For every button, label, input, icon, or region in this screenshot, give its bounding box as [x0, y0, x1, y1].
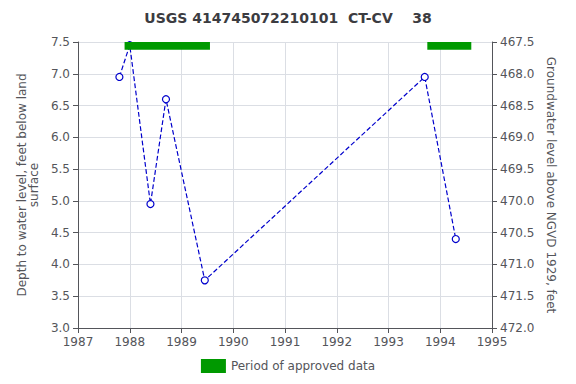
svg-text:469.0: 469.0 [500, 130, 534, 144]
svg-text:468.0: 468.0 [500, 67, 534, 81]
svg-text:1988: 1988 [114, 335, 145, 349]
svg-text:1994: 1994 [425, 335, 456, 349]
svg-text:6.0: 6.0 [51, 130, 70, 144]
svg-text:1990: 1990 [218, 335, 249, 349]
svg-text:6.5: 6.5 [51, 99, 70, 113]
svg-text:469.5: 469.5 [500, 162, 534, 176]
svg-text:3.0: 3.0 [51, 321, 70, 335]
svg-text:5.0: 5.0 [51, 194, 70, 208]
svg-text:USGS 414745072210101 CT-CV: USGS 414745072210101 CT-CV 38 [144, 10, 431, 26]
svg-text:1993: 1993 [373, 335, 404, 349]
svg-text:Depth to water level, feet bel: Depth to water level, feet below land [15, 73, 29, 297]
svg-text:470.0: 470.0 [500, 194, 534, 208]
svg-text:Period of approved data: Period of approved data [231, 359, 375, 373]
svg-text:470.5: 470.5 [500, 226, 534, 240]
svg-text:471.5: 471.5 [500, 289, 534, 303]
svg-text:1992: 1992 [321, 335, 352, 349]
svg-text:7.0: 7.0 [51, 67, 70, 81]
svg-text:3.5: 3.5 [51, 289, 70, 303]
svg-text:1987: 1987 [63, 335, 94, 349]
svg-text:471.0: 471.0 [500, 257, 534, 271]
svg-text:1991: 1991 [270, 335, 301, 349]
svg-text:Groundwater level above NGVD 1: Groundwater level above NGVD 1929, feet [544, 57, 558, 314]
svg-text:7.5: 7.5 [51, 35, 70, 49]
svg-text:4.5: 4.5 [51, 226, 70, 240]
svg-text:surface: surface [27, 163, 41, 207]
svg-text:4.0: 4.0 [51, 257, 70, 271]
svg-text:468.5: 468.5 [500, 99, 534, 113]
svg-text:467.5: 467.5 [500, 35, 534, 49]
svg-text:1989: 1989 [166, 335, 197, 349]
svg-text:1995: 1995 [477, 335, 508, 349]
svg-text:5.5: 5.5 [51, 162, 70, 176]
svg-text:472.0: 472.0 [500, 321, 534, 335]
